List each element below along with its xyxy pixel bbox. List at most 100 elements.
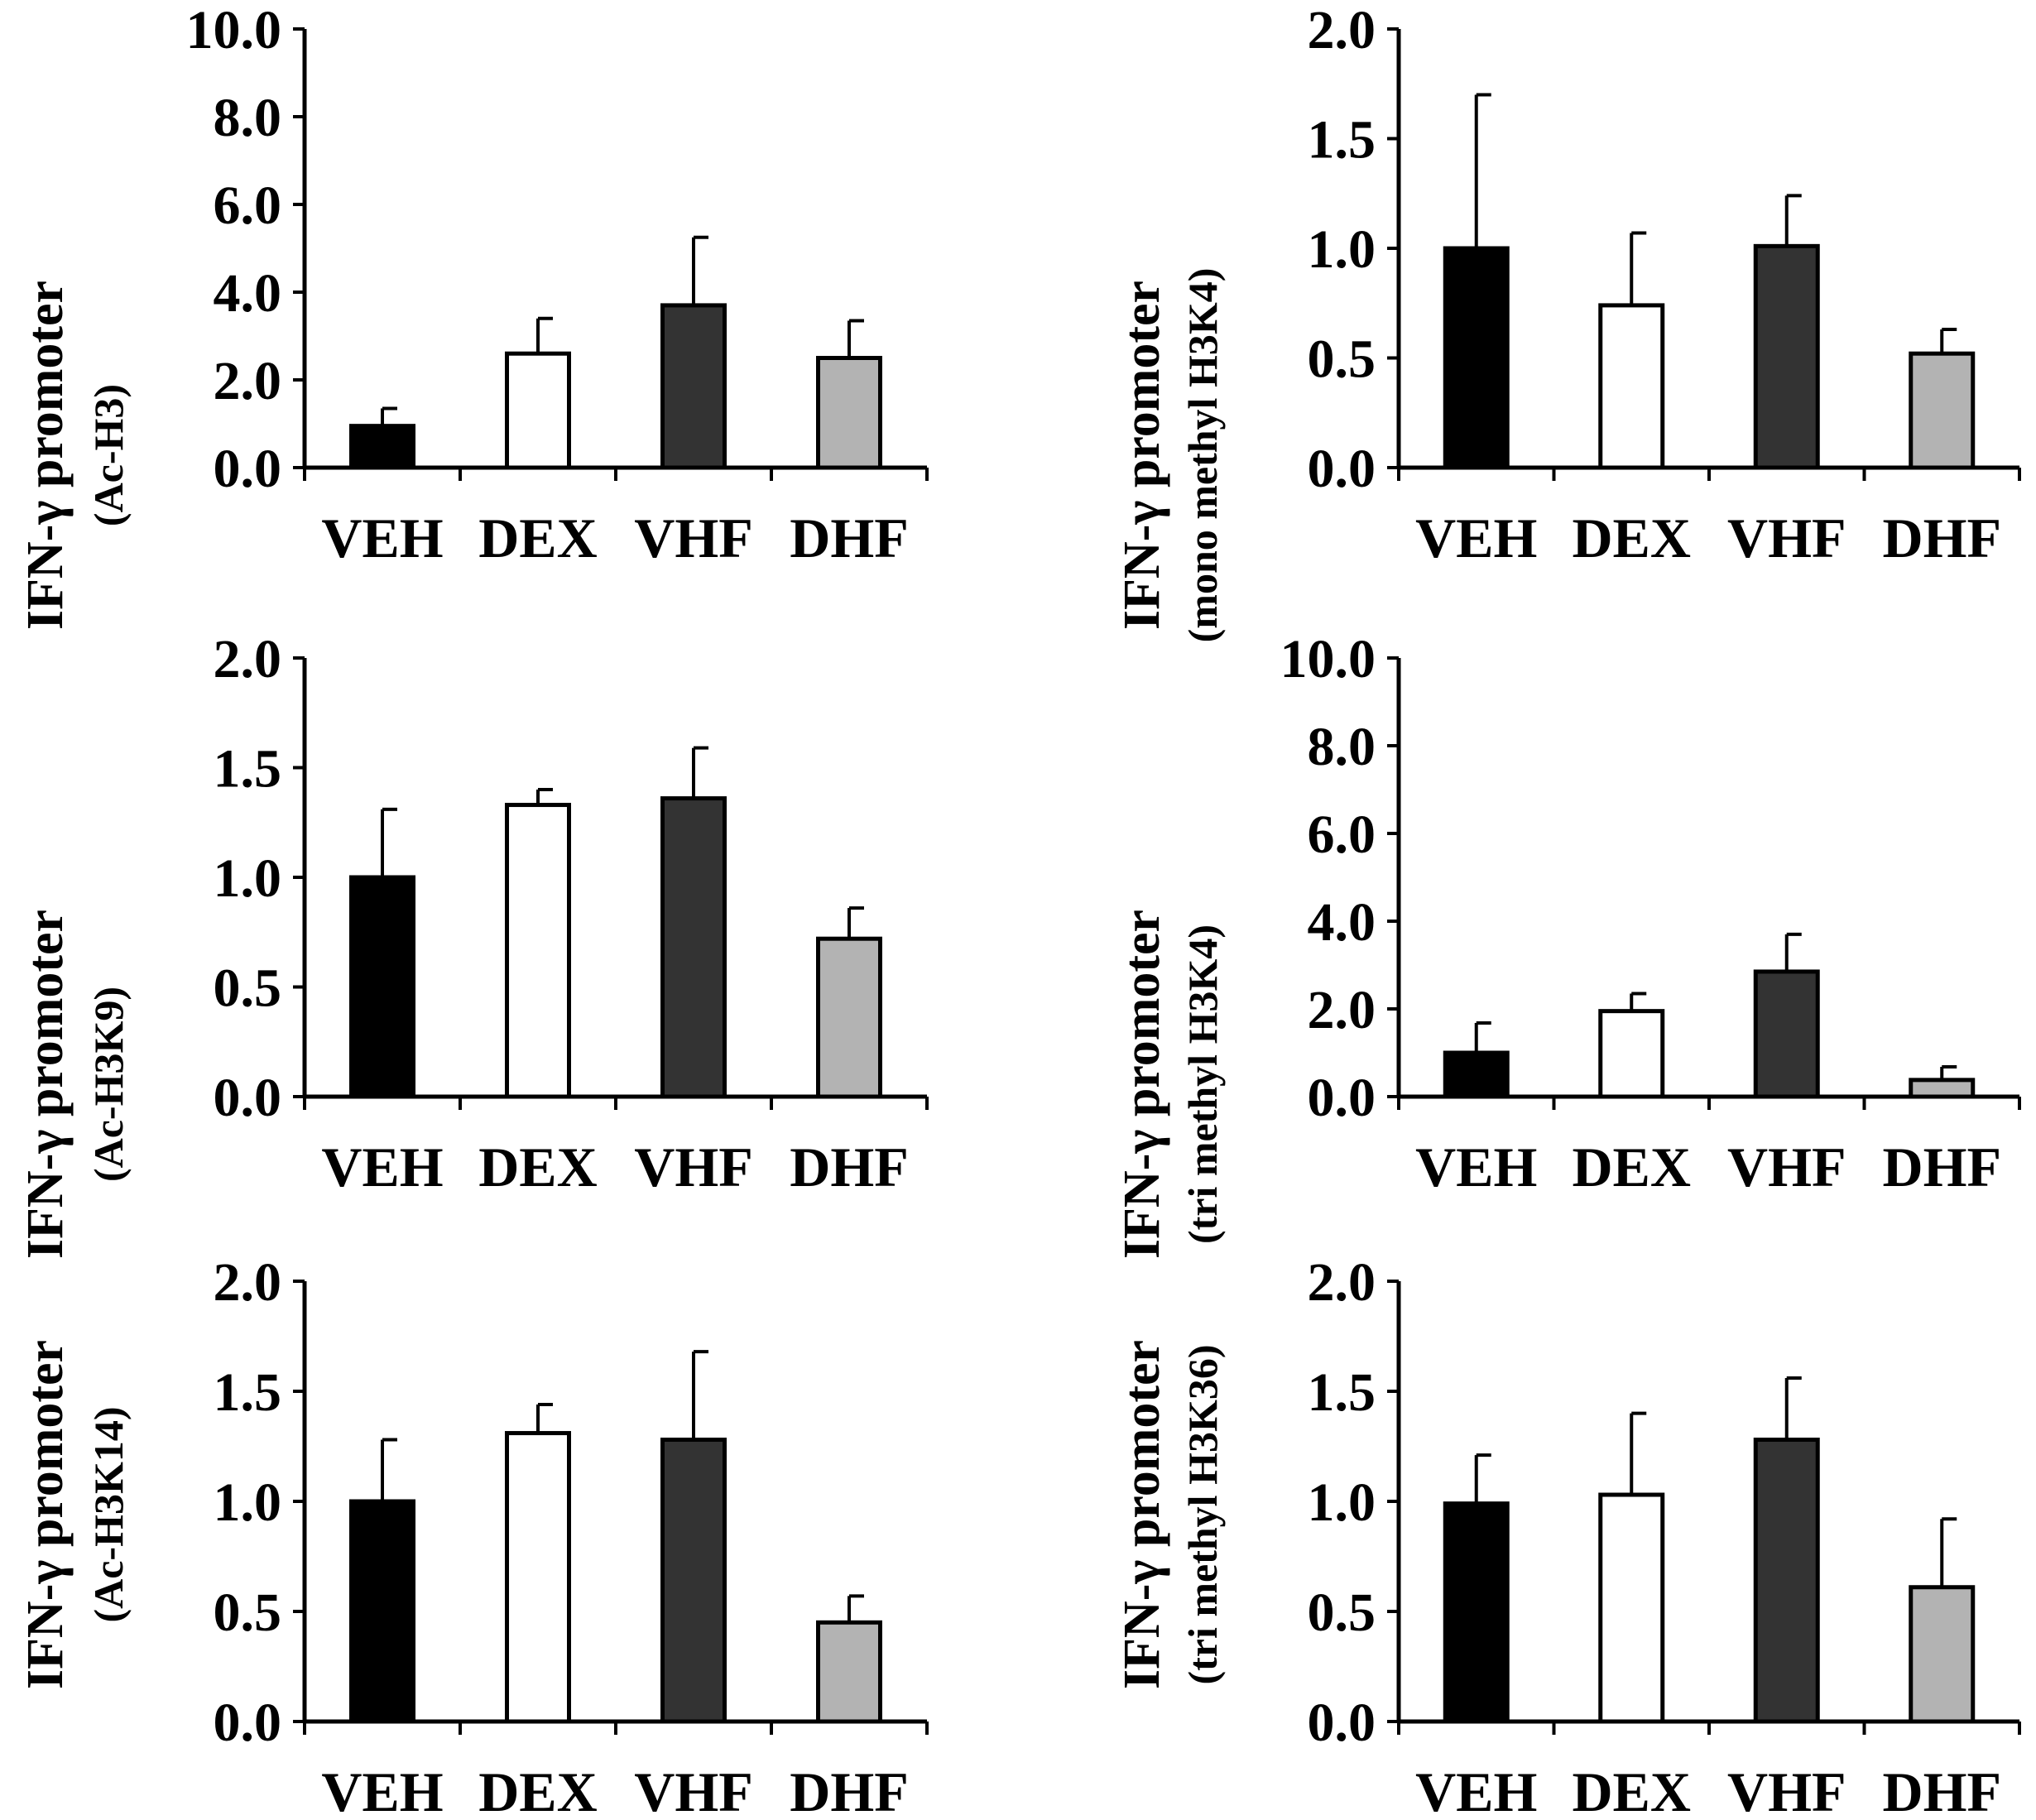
bars-layer: 0.0 2.0 4.0 6.0 8.0 10.0 VEH DEX VHF DHF [186,0,929,569]
y-tick-label: 6.0 [214,175,282,236]
bars-layer: 0.0 0.5 1.0 1.5 2.0 VEH DEX VHF DHF [214,1252,929,1820]
y-tick-label: 0.0 [214,1693,282,1753]
y-tick-label: 1.5 [1308,110,1376,170]
bar-veh [1443,1050,1510,1099]
bar-dex [1598,1492,1665,1724]
bars-layer: 0.0 0.5 1.0 1.5 2.0 VEH DEX VHF DHF [1308,1252,2021,1820]
x-tick-label: VHF [1727,507,1846,569]
y-axis-subtitle: (tri methyl H3K4) [1179,924,1226,1244]
x-tick-label: VHF [1727,1136,1846,1198]
x-tick-label: VHF [1727,1760,1846,1820]
x-tick-label: VEH [321,1760,443,1820]
x-tick-label: VEH [1415,507,1537,569]
bar-veh [1443,246,1510,470]
x-tick-label: DHF [1882,507,2001,569]
bar-dhf [816,936,882,1099]
y-axis-title: IFN-γ promoter [1114,910,1170,1259]
bars-layer: 0.0 0.5 1.0 1.5 2.0 VEH DEX VHF DHF [1308,0,2021,569]
y-tick-label: 4.0 [1308,892,1376,953]
y-axis-subtitle: (Ac-H3) [85,384,132,526]
bar-veh [349,1499,415,1724]
bar-dhf [816,356,882,470]
x-tick-label: VHF [634,507,753,569]
bars-layer: 0.0 0.5 1.0 1.5 2.0 VEH DEX VHF DHF [214,629,929,1198]
y-tick-label: 1.0 [1308,219,1376,280]
x-tick-label: DHF [790,1136,909,1198]
bar-vhf [1753,969,1820,1099]
y-axis-subtitle: (mono methyl H3K4) [1179,268,1226,643]
y-tick-label: 0.0 [1308,1693,1376,1753]
panel-tri-methyl-h3k36: IFN-γ promoter (tri methyl H3K36) 0.0 0.5… [1114,1252,2021,1820]
bar-dex [505,351,571,470]
x-tick-label: VEH [1415,1136,1537,1198]
y-axis-title: IFN-γ promoter [17,281,74,630]
y-tick-label: 8.0 [214,88,282,148]
bar-veh [349,875,415,1099]
x-tick-label: VHF [634,1136,753,1198]
panel-ac-h3k14: IFN-γ promoter (Ac-H3K14) 0.0 0.5 1.0 1.5 2.… [17,1252,929,1820]
x-tick-label: VEH [1415,1760,1537,1820]
bar-veh [349,424,415,470]
x-tick-label: DHF [1882,1760,2001,1820]
bar-dhf [1909,1585,1976,1724]
panel-ac-h3k9: IFN-γ promoter (Ac-H3K9) 0.0 0.5 1.0 1.5 2.0… [17,629,929,1259]
x-tick-label: DHF [1882,1136,2001,1198]
y-tick-label: 2.0 [214,1252,282,1313]
y-tick-label: 2.0 [1308,0,1376,60]
y-tick-label: 0.5 [214,1582,282,1643]
y-tick-label: 0.5 [214,958,282,1019]
y-tick-label: 0.5 [1308,329,1376,390]
panel-tri-methyl-h3k4: IFN-γ promoter (tri methyl H3K4) 0.0 2.0 4… [1114,629,2021,1259]
panel-ac-h3: IFN-γ promoter (Ac-H3) 0.0 2.0 4.0 6.0 8.0 10… [17,0,929,630]
x-tick-label: DEX [1572,507,1691,569]
bar-dex [1598,1009,1665,1099]
y-tick-label: 2.0 [214,351,282,411]
y-tick-label: 1.0 [214,848,282,909]
y-tick-label: 10.0 [186,0,282,60]
x-tick-label: DEX [1572,1760,1691,1820]
y-tick-label: 6.0 [1308,804,1376,865]
bar-dex [505,1431,571,1724]
x-tick-label: DEX [1572,1136,1691,1198]
y-axis-title: IFN-γ promoter [1114,1340,1170,1689]
bar-dhf [1909,1078,1976,1099]
y-tick-label: 0.0 [1308,1068,1376,1128]
bars-layer: 0.0 2.0 4.0 6.0 8.0 10.0 VEH DEX VHF DHF [1280,629,2021,1198]
x-tick-label: DHF [790,507,909,569]
y-axis-title: IFN-γ promoter [17,910,74,1259]
y-tick-label: 0.0 [214,1068,282,1128]
y-axis-subtitle: (Ac-H3K9) [85,987,132,1182]
y-tick-label: 1.5 [214,739,282,800]
x-tick-label: DEX [478,1136,598,1198]
x-tick-label: VEH [321,1136,443,1198]
bar-vhf [660,1438,727,1724]
y-tick-label: 1.0 [214,1472,282,1533]
x-tick-label: DEX [478,507,598,569]
y-axis-title: IFN-γ promoter [17,1340,74,1689]
bar-vhf [1753,243,1820,470]
y-axis-title: IFN-γ promoter [1114,281,1170,630]
y-tick-label: 4.0 [214,263,282,324]
x-tick-label: DHF [790,1760,909,1820]
y-axis-subtitle: (Ac-H3K14) [85,1406,132,1622]
y-tick-label: 2.0 [1308,980,1376,1040]
y-tick-label: 8.0 [1308,717,1376,777]
bar-dex [1598,303,1665,470]
y-tick-label: 0.0 [1308,439,1376,499]
panel-mono-methyl-h3k4: IFN-γ promoter (mono methyl H3K4) 0.0 0.5… [1114,0,2021,643]
x-tick-label: VHF [634,1760,753,1820]
y-tick-label: 1.5 [1308,1362,1376,1423]
bar-dhf [816,1620,882,1724]
bar-vhf [660,303,727,470]
bar-veh [1443,1501,1510,1724]
bar-dex [505,803,571,1099]
y-tick-label: 0.5 [1308,1582,1376,1643]
y-axis-subtitle: (tri methyl H3K36) [1179,1344,1226,1684]
x-tick-label: DEX [478,1760,598,1820]
y-tick-label: 0.0 [214,439,282,499]
y-tick-label: 2.0 [1308,1252,1376,1313]
y-tick-label: 1.5 [214,1362,282,1423]
bar-dhf [1909,351,1976,470]
y-tick-label: 10.0 [1280,629,1376,689]
